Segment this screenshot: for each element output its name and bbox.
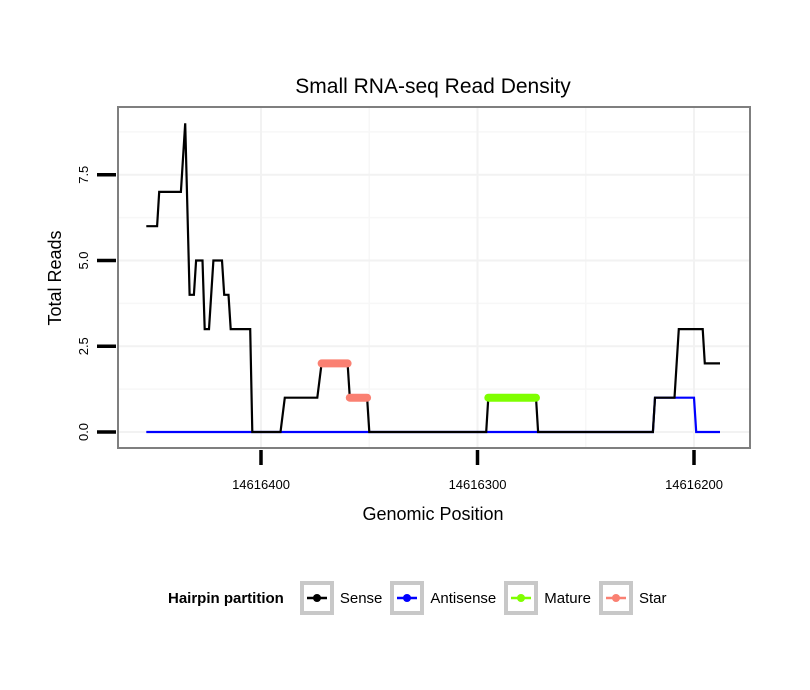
y-axis-title: Total Reads [45,230,65,325]
star-point [361,394,369,402]
legend-key-sense-icon [299,581,334,615]
y-tick-label: 2.5 [76,337,91,355]
chart-title: Small RNA-seq Read Density [295,75,571,98]
plot-panel [117,106,751,449]
legend-key-mature-icon [504,581,539,615]
x-axis: 14616400 14616300 14616200 [232,450,723,492]
y-tick-label: 5.0 [76,251,91,269]
y-tick-label: 7.5 [76,166,91,184]
y-axis: 0.0 2.5 5.0 7.5 [76,166,116,441]
series-mature [484,393,540,402]
legend-label: Mature [544,589,591,607]
series-sense [146,123,720,434]
x-axis-title: Genomic Position [362,504,503,524]
legend: Hairpin partition Sense Antisense Mature St… [168,578,674,618]
series-star [317,359,372,402]
sense-line [146,123,720,434]
panel-border [117,106,751,449]
x-tick-label: 14616400 [232,477,290,492]
x-tick-label: 14616200 [665,477,723,492]
star-point [341,359,349,367]
x-tick-label: 14616300 [449,477,507,492]
legend-item-antisense: Antisense [390,581,498,615]
legend-label: Sense [339,589,383,607]
legend-item-sense: Sense [299,581,385,615]
legend-label: Star [638,589,667,607]
legend-label: Antisense [430,589,497,607]
legend-item-mature: Mature [504,581,593,615]
legend-key-antisense-icon [390,581,425,615]
mature-point [532,394,540,402]
legend-title: Hairpin partition [168,589,284,607]
y-tick-label: 0.0 [76,423,91,441]
legend-key-star-icon [598,581,633,615]
legend-item-star: Star [598,581,669,615]
